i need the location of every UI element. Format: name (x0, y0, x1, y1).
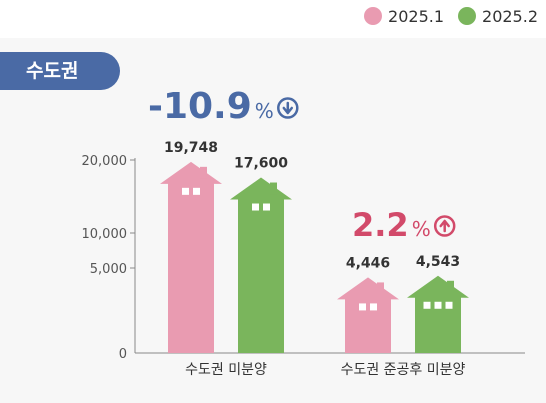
change-annotation: -10.9% (148, 86, 274, 127)
house-chimney (200, 166, 207, 179)
legend-item-2025-2: 2025.2 (458, 7, 538, 26)
arrow-down-glyph (282, 101, 294, 115)
house-bar (230, 177, 292, 353)
bar-value-label: 4,446 (346, 255, 390, 271)
change-unit: % (255, 99, 274, 123)
change-value: 2.2 (352, 206, 409, 244)
house-window (434, 301, 442, 309)
house-window (193, 187, 200, 195)
house-bar (160, 161, 222, 353)
legend-item-2025-1: 2025.1 (364, 7, 444, 26)
change-value: -10.9 (148, 86, 252, 127)
x-category-label: 수도권 준공후 미분양 (341, 362, 466, 378)
house-chimney (377, 282, 384, 295)
bar-value-label: 19,748 (164, 140, 218, 156)
house-window (182, 187, 189, 195)
house-bar (407, 275, 469, 353)
house-window (445, 301, 453, 309)
house-bar (337, 277, 399, 353)
house-window (263, 203, 270, 211)
bar-value-label: 4,543 (416, 254, 460, 270)
house-chimney (270, 182, 277, 195)
house-chimney (447, 280, 454, 293)
house-window (359, 303, 366, 311)
arrow-up-glyph (439, 219, 450, 233)
change-unit: % (412, 217, 431, 241)
legend: 2025.1 2025.2 (364, 3, 538, 29)
change-annotation: 2.2% (352, 206, 431, 244)
region-tag: 수도권 (0, 52, 120, 90)
legend-label-2025-1: 2025.1 (388, 6, 445, 26)
house-window (423, 301, 431, 309)
bar-value-label: 17,600 (234, 156, 288, 172)
x-category-label: 수도권 미분양 (185, 362, 267, 378)
y-tick-label: 10,000 (82, 227, 128, 242)
y-tick-label: 20,000 (82, 154, 128, 169)
legend-swatch-2025-1 (364, 7, 383, 25)
arrow-down-circle-icon (277, 97, 299, 119)
house-window (370, 303, 377, 311)
legend-label-2025-2: 2025.2 (482, 6, 538, 26)
legend-swatch-2025-2 (458, 7, 477, 25)
y-tick-label: 5,000 (90, 262, 127, 277)
house-window (252, 203, 259, 211)
y-tick-label: 0 (119, 347, 127, 362)
arrow-up-circle-icon (433, 215, 456, 237)
